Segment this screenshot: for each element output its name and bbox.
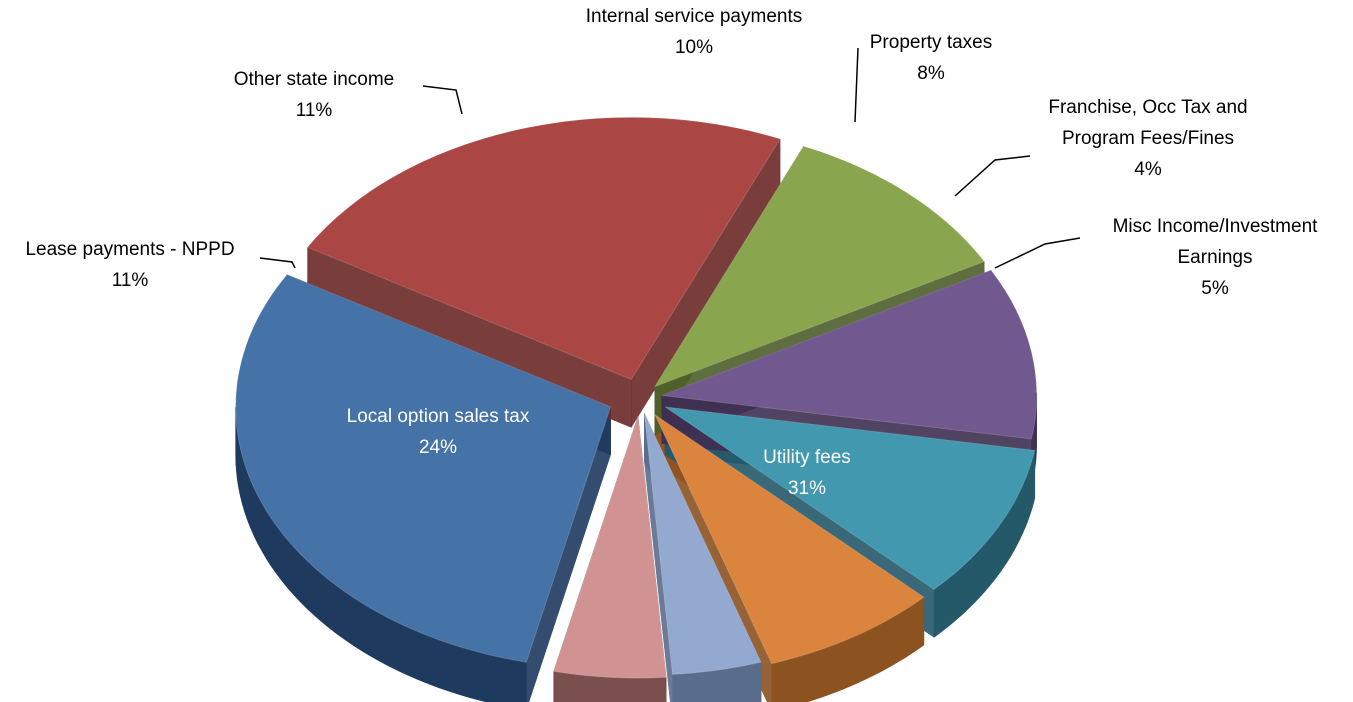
data-label-0: Utility fees 31% [763,447,851,499]
slice-misc-income-investment-earnings[interactable] [553,415,667,679]
leader-line-3 [422,85,463,115]
leader-line-2 [259,257,296,269]
slice-percent: 11% [296,100,333,121]
slice-percent: 11% [112,270,149,291]
leader-line-5 [854,47,859,123]
slice-label: Lease payments - NPPD [25,239,234,260]
slice-label: Earnings [1178,247,1253,268]
slice-label: Franchise, Occ Tax and [1048,97,1247,118]
slice-utility-fees[interactable] [235,274,612,663]
slice-percent: 8% [917,63,945,84]
slice-property-taxes[interactable] [653,413,925,665]
slice-label: Misc Income/Investment [1113,216,1319,237]
leader-line-7 [994,237,1081,269]
slice-percent: 4% [1134,159,1162,180]
slice-percent: 24% [419,437,457,458]
slice-side-5 [771,596,925,702]
data-label-5: Property taxes 8% [870,32,993,84]
slice-label: Property taxes [870,32,993,53]
slice-side-7 [553,671,667,702]
data-label-7: Misc Income/Investment Earnings 5% [1113,216,1319,299]
slice-label: Local option sales tax [347,406,530,427]
data-label-3: Other state income 11% [234,69,395,121]
slice-label: Other state income [234,69,395,90]
slice-percent: 10% [675,37,713,58]
data-label-1: Local option sales tax 24% [347,406,530,458]
slice-percent: 31% [788,478,826,499]
slice-lease-payments-nppd[interactable] [653,145,986,388]
slice-internal-service-payments[interactable] [664,406,1036,591]
leader-line-6 [954,155,1031,197]
data-label-2: Lease payments - NPPD 11% [25,239,234,291]
slice-local-option-sales-tax[interactable] [306,116,781,380]
slice-percent: 5% [1201,278,1229,299]
slice-franchise-occ-tax-and-program-fees-fines[interactable] [643,412,762,675]
data-label-6: Franchise, Occ Tax and Program Fees/Fines… [1048,97,1247,180]
slice-other-state-income[interactable] [661,269,1038,440]
data-label-4: Internal service payments 10% [586,6,803,58]
slice-label: Utility fees [763,447,851,468]
slice-label: Program Fees/Fines [1062,128,1234,149]
slice-label: Internal service payments [586,6,803,27]
